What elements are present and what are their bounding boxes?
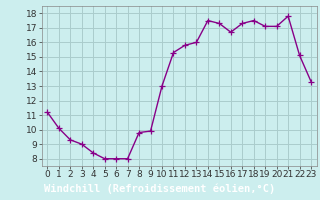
Text: Windchill (Refroidissement éolien,°C): Windchill (Refroidissement éolien,°C) xyxy=(44,183,276,194)
